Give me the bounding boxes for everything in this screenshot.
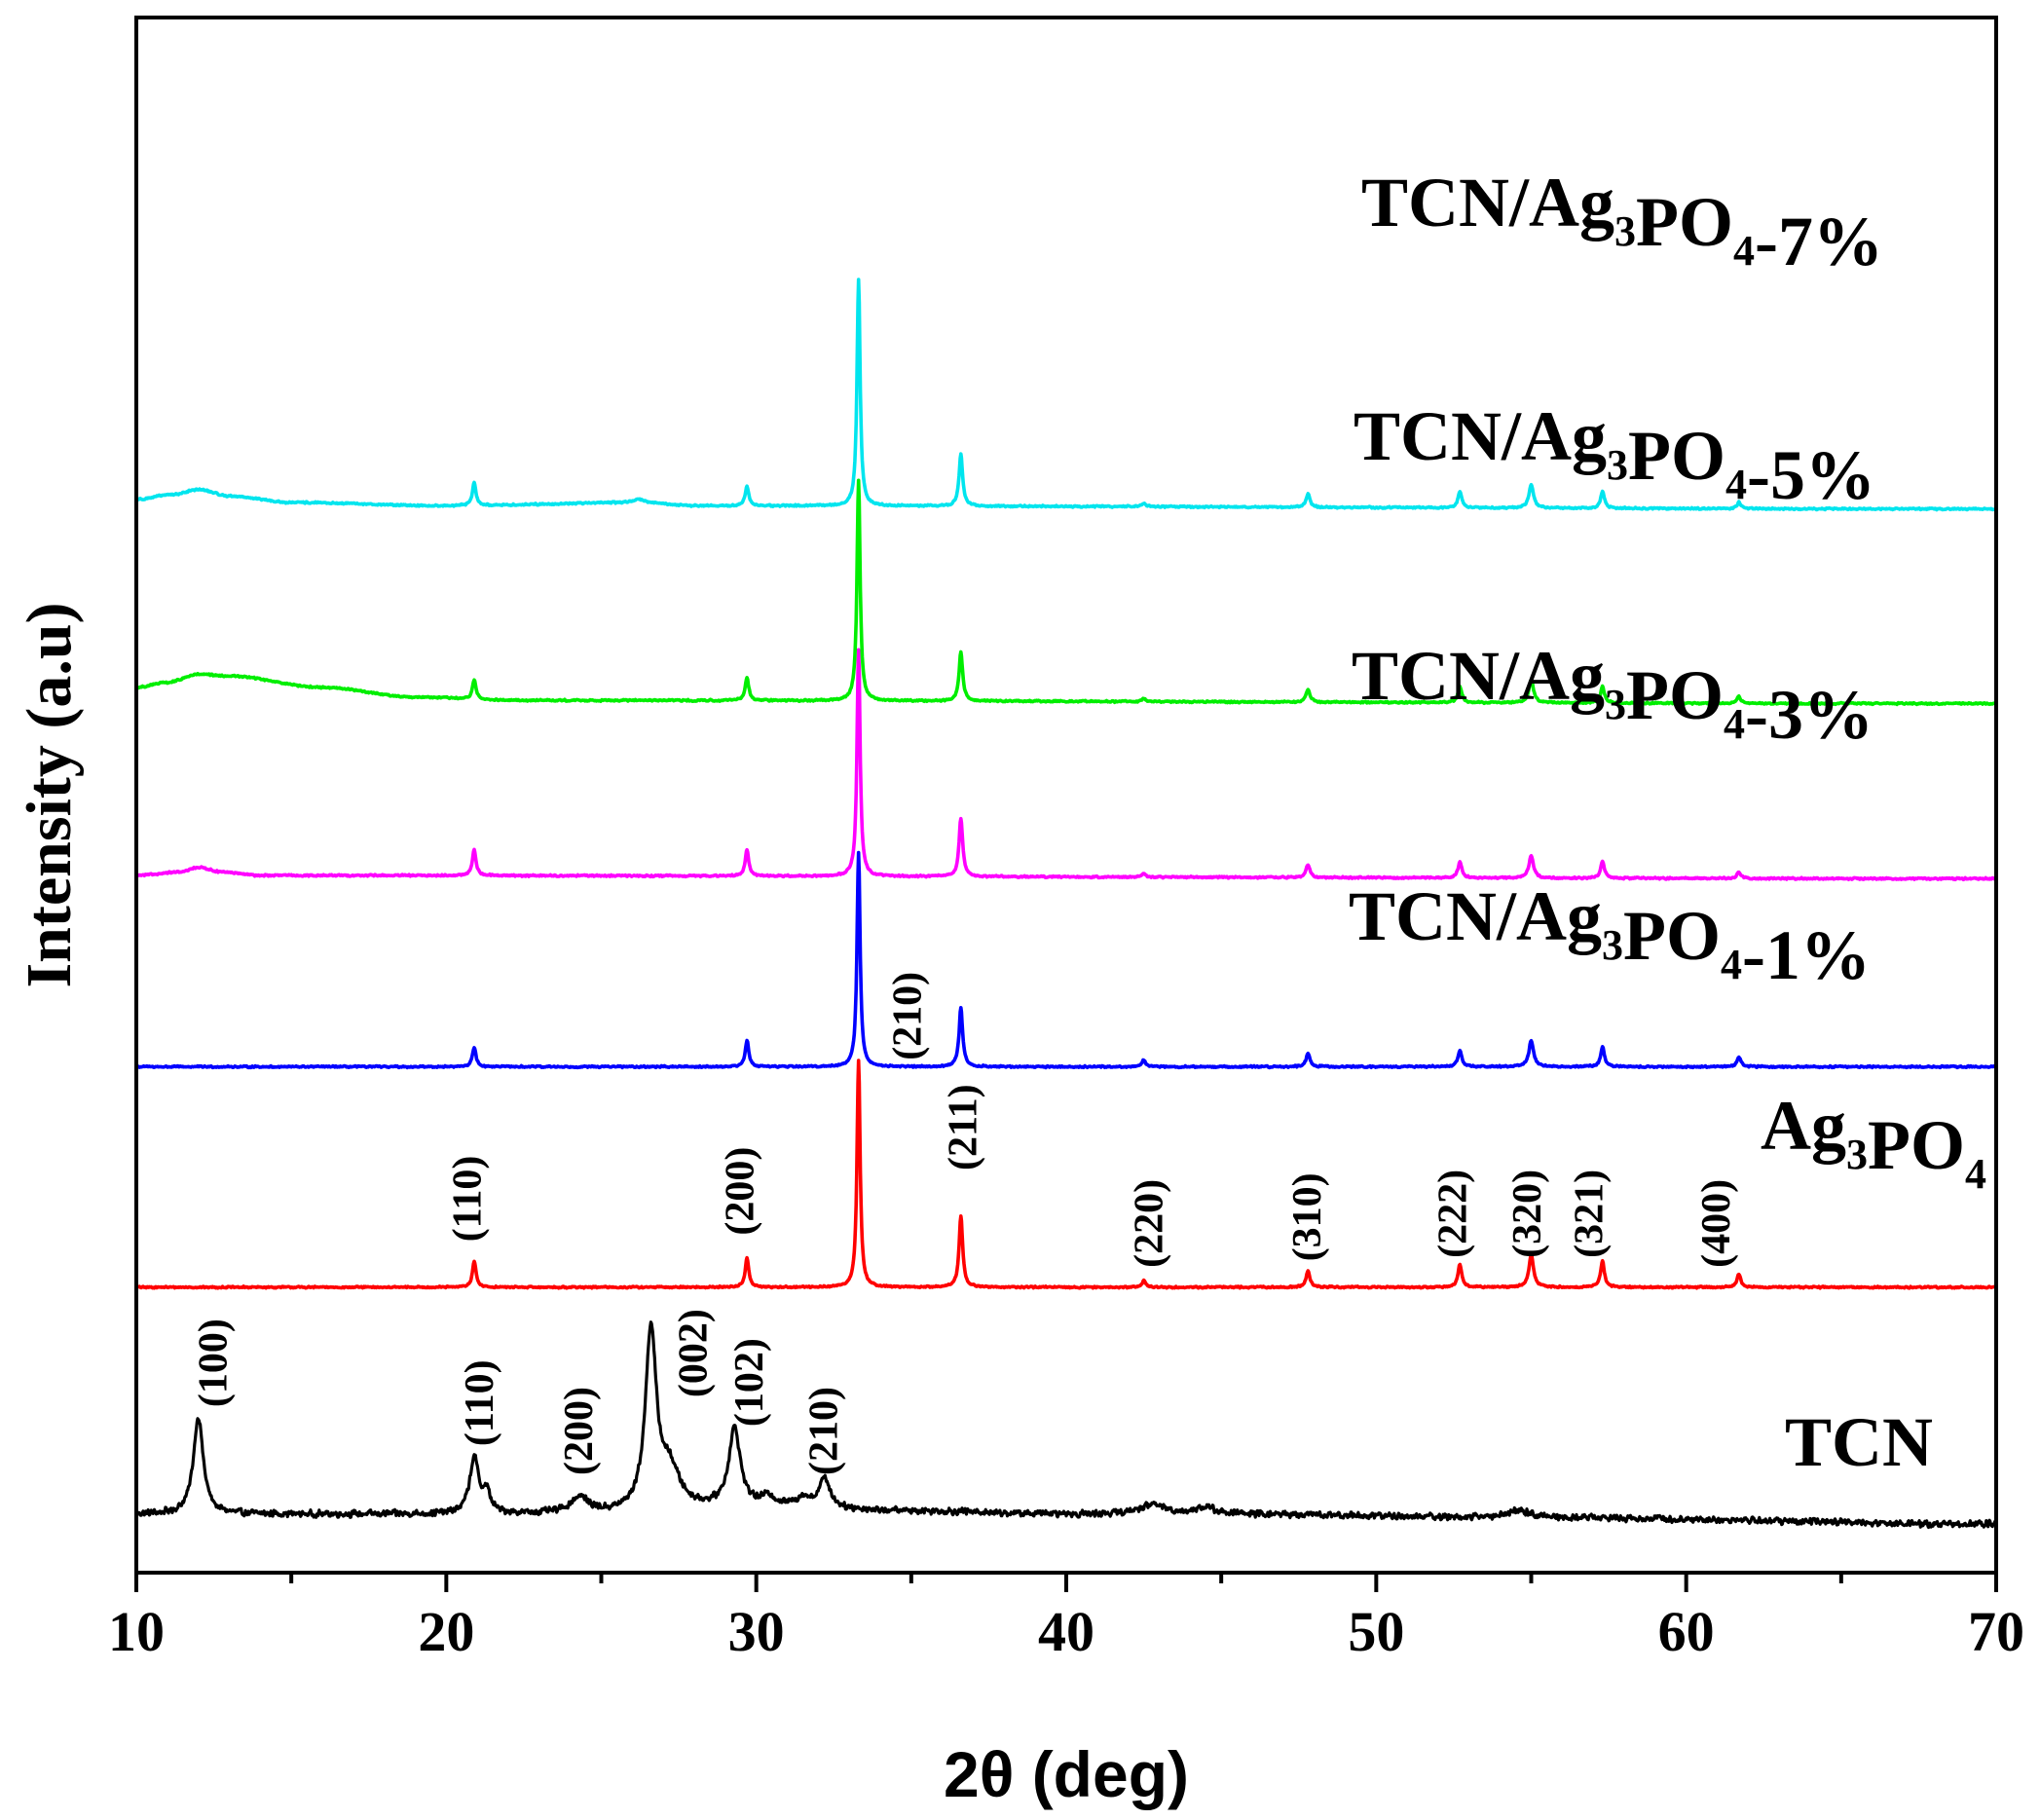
x-tick-label: 10: [108, 1600, 165, 1663]
peak-annotation: (002): [672, 1309, 717, 1397]
peak-annotation: (200): [557, 1387, 602, 1475]
peak-annotation: (210): [885, 972, 930, 1060]
series-labels: TCN Ag3PO4 TCN/Ag3PO4-1% TCN/Ag3PO4-3% TCN/A…: [1349, 164, 1986, 1481]
x-tick-label: 30: [728, 1600, 785, 1663]
x-tick-label: 50: [1348, 1600, 1404, 1663]
peak-annotation: (200): [719, 1147, 763, 1236]
series-label-2: TCN/Ag3PO4-1%: [1349, 877, 1871, 994]
series-label-5: TCN/Ag3PO4-7%: [1361, 164, 1883, 280]
peak-annotation: (310): [1285, 1172, 1330, 1261]
y-axis-title: Intensity (a.u): [14, 602, 85, 987]
x-tick-label: 40: [1038, 1600, 1094, 1663]
series-line-1: [134, 1059, 1998, 1290]
series-label-0: TCN: [1785, 1403, 1933, 1481]
peak-annotation: (100): [191, 1319, 236, 1407]
series-line-2: [134, 850, 1998, 1070]
peak-annotation: (400): [1694, 1179, 1739, 1268]
pattern-curves: [134, 278, 1998, 1530]
peak-annotation: (102): [727, 1338, 772, 1427]
peak-annotation: (321): [1568, 1170, 1613, 1258]
x-tick-label: 70: [1968, 1600, 2024, 1663]
series-label-1: Ag3PO4: [1761, 1087, 1986, 1198]
peak-annotation: (222): [1431, 1170, 1476, 1258]
series-label-3: TCN/Ag3PO4-3%: [1352, 637, 1873, 754]
peak-annotation: (210): [801, 1387, 846, 1475]
x-axis-ticks: 10 20 30 40 50 60 70: [108, 1573, 2024, 1663]
x-axis-title: 2θ (deg): [944, 1738, 1189, 1810]
series-line-4: [134, 478, 1998, 707]
peak-annotation: (320): [1505, 1170, 1550, 1258]
peak-annotation: (110): [458, 1359, 502, 1446]
peak-annotation: (211): [942, 1084, 986, 1170]
peak-annotations: (100) (110) (200) (002) (102) (210) (110) (200)…: [191, 972, 1739, 1475]
x-tick-label: 60: [1658, 1600, 1715, 1663]
series-line-5: [134, 278, 1998, 512]
series-line-3: [134, 648, 1998, 882]
peak-annotation: (220): [1128, 1179, 1172, 1268]
series-line-0: [134, 1320, 1997, 1530]
x-tick-label: 20: [418, 1600, 474, 1663]
peak-annotation: (110): [445, 1156, 490, 1243]
series-label-4: TCN/Ag3PO4-5%: [1354, 397, 1875, 514]
